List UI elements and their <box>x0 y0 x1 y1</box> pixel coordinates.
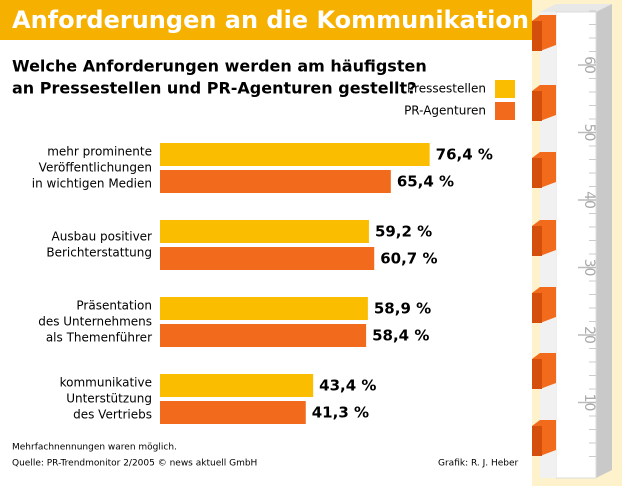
value-label: 59,2 % <box>375 223 432 241</box>
credit: Grafik: R. J. Heber <box>438 459 519 469</box>
bar <box>160 143 430 166</box>
ruler-block-face <box>532 226 542 256</box>
note: Quelle: PR-Trendmonitor 2/2005 © news ak… <box>12 459 257 469</box>
ruler-block-face <box>532 158 542 188</box>
category-label: mehr prominente <box>47 145 152 159</box>
bar <box>160 401 306 424</box>
note: Mehrfachnennungen waren möglich. <box>12 443 177 453</box>
category-label: des Unternehmens <box>38 315 152 329</box>
category-label: Veröffentlichungen <box>39 161 152 175</box>
ruler-label: 20 <box>581 326 597 344</box>
title-band <box>0 0 532 40</box>
bar <box>160 247 375 270</box>
bar <box>160 324 367 347</box>
value-label: 76,4 % <box>436 146 493 164</box>
ruler-side <box>596 4 612 478</box>
value-label: 43,4 % <box>319 377 376 395</box>
value-label: 65,4 % <box>397 173 454 191</box>
legend-swatch <box>495 102 515 120</box>
ruler-label: 30 <box>581 259 597 277</box>
ruler-label: 50 <box>581 124 597 142</box>
ruler-block-face <box>532 21 542 51</box>
ruler-block-face <box>532 426 542 456</box>
subtitle: an Pressestellen und PR-Agenturen gestel… <box>12 79 416 98</box>
chart-title: Anforderungen an die Kommunikation <box>12 6 529 34</box>
ruler-label: 60 <box>581 56 597 74</box>
ruler-block-face <box>532 293 542 323</box>
value-label: 58,4 % <box>372 327 429 345</box>
ruler-block-face <box>532 91 542 121</box>
category-label: kommunikative <box>60 376 152 390</box>
category-label: Präsentation <box>76 299 152 313</box>
value-label: 60,7 % <box>380 250 437 268</box>
bar <box>160 297 368 320</box>
value-label: 41,3 % <box>312 404 369 422</box>
ruler: 10 20 30 40 50 60 <box>532 4 612 479</box>
category-label: in wichtigen Medien <box>32 177 152 191</box>
ruler-label: 10 <box>581 394 597 412</box>
category-label: Unterstützung <box>66 392 152 406</box>
bar <box>160 220 369 243</box>
category-label: Ausbau positiver <box>52 230 153 244</box>
bar <box>160 170 391 193</box>
subtitle: Welche Anforderungen werden am häufigste… <box>12 57 427 76</box>
legend-label: Pressestellen <box>407 82 486 96</box>
legend-label: PR-Agenturen <box>404 104 486 118</box>
ruler-label: 40 <box>581 191 597 209</box>
legend-swatch <box>495 80 515 98</box>
category-label: des Vertriebs <box>73 408 152 422</box>
value-label: 58,9 % <box>374 300 431 318</box>
bar <box>160 374 314 397</box>
category-label: Berichterstattung <box>46 246 152 260</box>
ruler-block-face <box>532 359 542 389</box>
ruler-top <box>540 4 612 12</box>
category-label: als Themenführer <box>46 331 152 345</box>
